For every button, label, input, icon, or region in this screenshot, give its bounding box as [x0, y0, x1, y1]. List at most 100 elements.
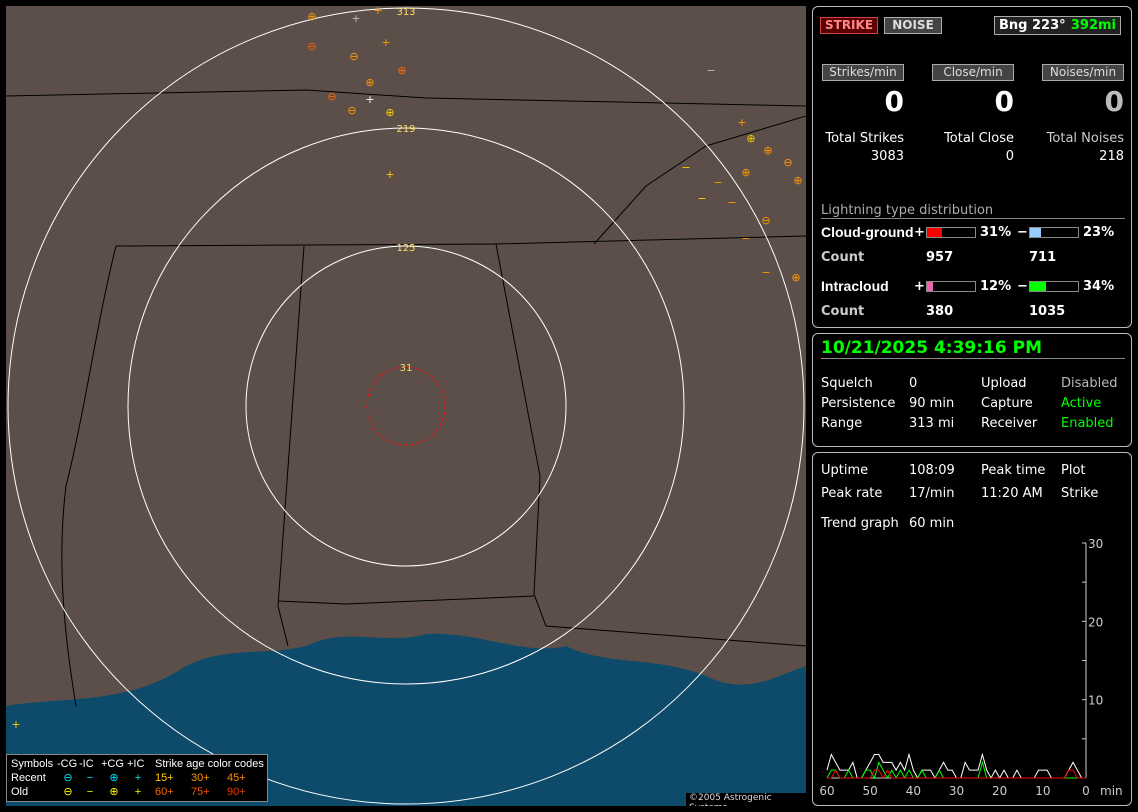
ic-pos-fill — [927, 282, 933, 291]
close-per-min-button[interactable]: Close/min — [932, 64, 1014, 81]
cg-neg-fill — [1030, 228, 1042, 237]
cg-neg-count: 711 — [1029, 250, 1057, 265]
close-per-min-value: 0 — [994, 85, 1014, 118]
trend-chart: 10 20 30 60 50 40 30 20 10 0 min — [819, 537, 1122, 798]
x-tick-label: 60 — [819, 784, 834, 798]
x-tick-label: 30 — [949, 784, 964, 798]
map-canvas: 31 125 219 313 ⊕ +++⊖⊖⊕⊕⊖⊖ ⊕+++⊕⊕⊖⊕⊕−−−−⊖−… — [6, 6, 806, 806]
strike-marker: ⊕ — [385, 106, 394, 119]
plot-value[interactable]: Strike — [1061, 486, 1099, 501]
status-label: Range — [821, 416, 863, 431]
legend-old-label: Old — [11, 786, 29, 798]
pos-cg-icon: ⊕ — [109, 786, 119, 798]
trend-graph-value: 60 min — [909, 516, 955, 531]
strike-marker: ⊖ — [307, 40, 316, 53]
cg-pos-count: 957 — [926, 250, 954, 265]
legend-header: -CG — [57, 758, 78, 770]
noises-per-min-value: 0 — [1104, 85, 1124, 118]
strike-button[interactable]: STRIKE — [820, 17, 878, 34]
strike-marker: ⊕ — [746, 132, 755, 145]
bearing-readout: Bng 223° 392mi — [994, 16, 1121, 35]
plus-sign: + — [914, 225, 925, 240]
status-label: Capture — [981, 396, 1033, 411]
bearing: Bng 223° — [999, 18, 1066, 33]
cg-neg-pct: 23% — [1083, 225, 1115, 240]
uptime-label: Uptime — [821, 463, 869, 478]
status-value: Enabled — [1061, 416, 1114, 431]
distribution-title: Lightning type distribution — [821, 203, 1125, 219]
count-label: Count — [821, 304, 865, 319]
strike-marker: ⊕ — [741, 166, 750, 179]
strike-marker: ⊕ — [307, 10, 316, 23]
datetime: 10/21/2025 4:39:16 PM — [821, 338, 1125, 359]
noise-button[interactable]: NOISE — [884, 17, 942, 34]
strike-marker: + — [373, 6, 382, 17]
minus-sign: − — [1017, 225, 1028, 240]
total-close-label: Total Close — [944, 131, 1014, 146]
legend-header: +CG — [101, 758, 124, 770]
plus-sign: + — [914, 279, 925, 294]
legend-header: Symbols — [11, 758, 54, 770]
legend-header: -IC — [79, 758, 94, 770]
status-value: 313 mi — [909, 416, 955, 431]
trend-series-line — [827, 769, 1086, 780]
total-noises-value: 218 — [1099, 149, 1124, 164]
count-label: Count — [821, 250, 865, 265]
strike-marker: − — [697, 192, 706, 205]
peak-time-value: 11:20 AM — [981, 486, 1043, 501]
distance: 392mi — [1070, 18, 1116, 33]
strike-marker: − — [761, 266, 770, 279]
strikes-per-min-button[interactable]: Strikes/min — [822, 64, 904, 81]
intracloud-label: Intracloud — [821, 278, 889, 294]
status-value: Disabled — [1061, 376, 1118, 391]
strike-marker: + — [385, 168, 394, 181]
lightning-map[interactable]: 31 125 219 313 ⊕ + + + ⊖ ⊖ ⊕ ⊕ ⊖ ⊖ ⊕ + + + ⊕ ⊕ ⊖ ⊕ ⊕ − − − − ⊖ −… — [6, 6, 806, 806]
range-rings — [7, 7, 805, 805]
age-code: 90+ — [227, 786, 246, 798]
neg-ic-icon: − — [86, 786, 94, 798]
minus-sign: − — [1017, 279, 1028, 294]
strike-marker: ⊕ — [793, 174, 802, 187]
state-borders — [6, 89, 806, 707]
peak-rate-label: Peak rate — [821, 486, 883, 501]
legend-header: Strike age color codes — [155, 758, 264, 770]
strike-marker: − — [713, 176, 722, 189]
range-ring-125 — [245, 245, 567, 567]
cloud-ground-label: Cloud-ground — [821, 224, 914, 240]
pos-ic-icon: + — [134, 772, 142, 784]
range-ring-313 — [7, 7, 805, 805]
strike-marker: ⊕ — [791, 271, 800, 284]
x-tick-label: 0 — [1082, 784, 1090, 798]
total-strikes-label: Total Strikes — [825, 131, 904, 146]
ic-pos-count: 380 — [926, 304, 954, 319]
x-tick-label: 10 — [1035, 784, 1050, 798]
ic-pos-pct: 12% — [980, 279, 1012, 294]
age-code: 30+ — [191, 772, 210, 784]
range-label-313: 313 — [396, 7, 415, 18]
y-tick-label: 20 — [1088, 615, 1103, 629]
strike-marker: ⊖ — [761, 214, 770, 227]
ic-neg-pct: 34% — [1083, 279, 1115, 294]
trend-series-line — [826, 752, 1086, 780]
age-code: 60+ — [155, 786, 174, 798]
status-label: Receiver — [981, 416, 1038, 431]
cg-pos-fill — [927, 228, 942, 237]
neg-cg-icon: ⊖ — [63, 772, 73, 784]
x-tick-label: 20 — [992, 784, 1007, 798]
strike-marker: + — [365, 93, 374, 106]
strike-marker: − — [681, 161, 690, 174]
noises-per-min-button[interactable]: Noises/min — [1042, 64, 1124, 81]
strike-marker: ⊖ — [783, 156, 792, 169]
stats-panel: STRIKE NOISE Bng 223° 392mi Strikes/min C… — [812, 6, 1132, 328]
strike-marker: + — [351, 12, 360, 25]
strike-marker: ⊖ — [349, 50, 358, 63]
strike-marker: + — [737, 116, 746, 129]
total-strikes-value: 3083 — [870, 149, 904, 164]
strike-marker: − — [741, 232, 750, 245]
range-label-31: 31 — [400, 363, 413, 374]
x-tick-label: 50 — [863, 784, 878, 798]
legend-header: +IC — [127, 758, 145, 770]
strike-marker: ⊕ — [397, 64, 406, 77]
status-value: 90 min — [909, 396, 955, 411]
y-tick-label: 10 — [1088, 694, 1103, 708]
